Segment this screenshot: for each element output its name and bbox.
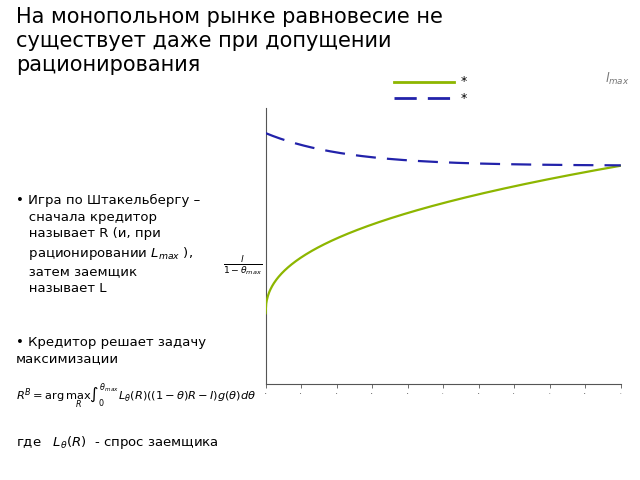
Text: $R^B = \arg\max_R \int_0^{\theta_{max}} L_\theta(R)((1-\theta)R - I)g(\theta)d\t: $R^B = \arg\max_R \int_0^{\theta_{max}} …	[16, 382, 257, 411]
Text: где   $L_{\theta}(R)$  - спрос заемщика: где $L_{\theta}(R)$ - спрос заемщика	[16, 434, 218, 451]
Text: *: *	[461, 75, 467, 88]
Text: • Кредитор решает задачу
максимизации: • Кредитор решает задачу максимизации	[16, 336, 206, 365]
Text: • Игра по Штакельбергу –
   сначала кредитор
   называет R (и, при
   рациониров: • Игра по Штакельбергу – сначала кредито…	[16, 194, 200, 295]
Text: $l_{max}$: $l_{max}$	[605, 71, 629, 87]
Text: На монопольном рынке равновесие не
существует даже при допущении
рационирования: На монопольном рынке равновесие не сущес…	[16, 7, 443, 75]
Text: $\frac{l}{1-\theta_{max}}$: $\frac{l}{1-\theta_{max}}$	[223, 253, 262, 277]
Text: *: *	[461, 92, 467, 105]
